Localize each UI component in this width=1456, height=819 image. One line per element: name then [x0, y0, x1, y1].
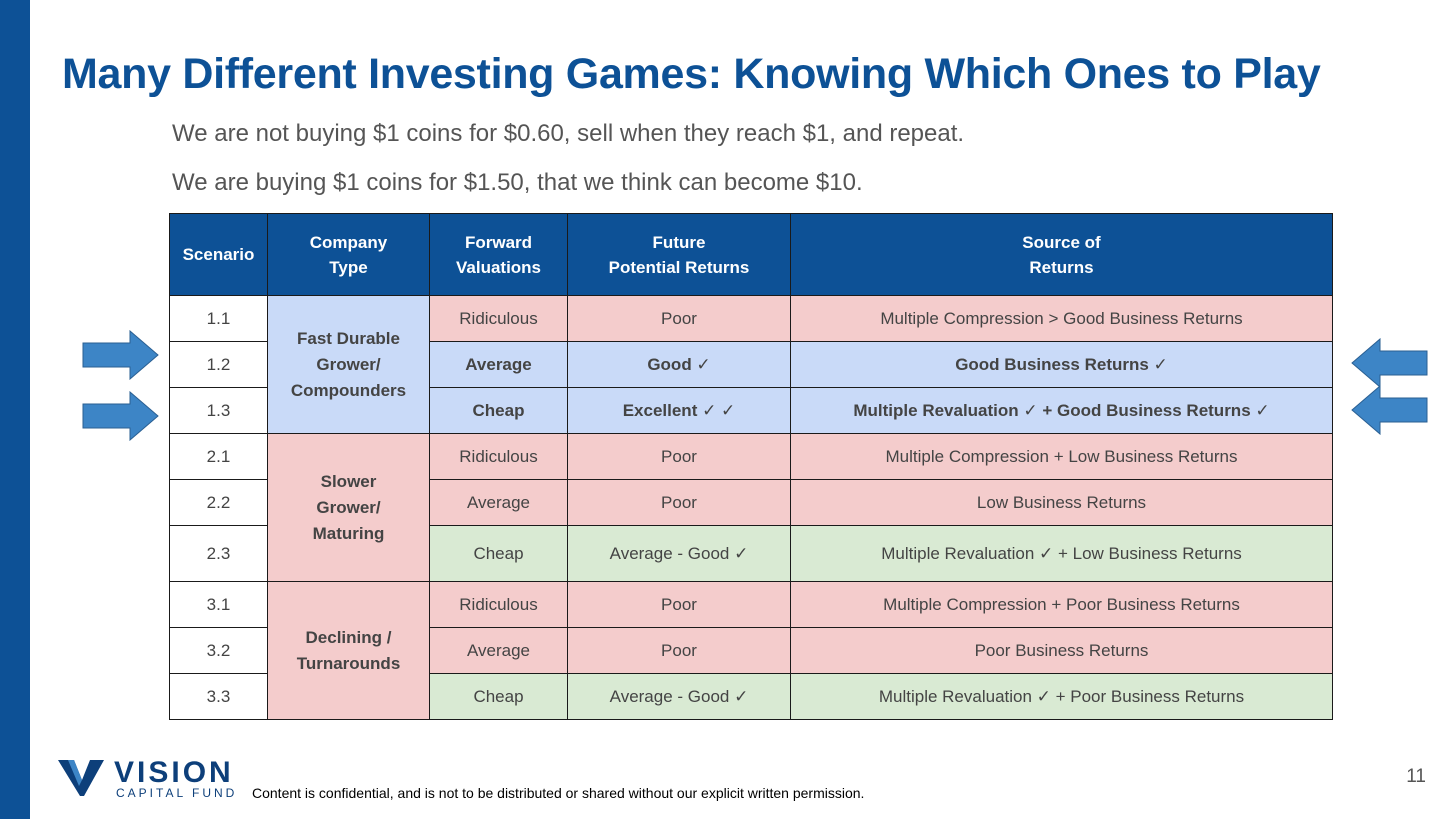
company-type-cell: Fast Durable Grower/Compounders	[267, 295, 430, 434]
scenario-cell: 1.1	[169, 295, 268, 342]
returns-cell: Average - Good ✓	[567, 525, 791, 582]
arrow-right-icon	[82, 330, 159, 380]
subtitle-line-1: We are not buying $1 coins for $0.60, se…	[172, 120, 965, 147]
company-type-cell: Declining / Turnarounds	[267, 581, 430, 720]
returns-cell: Poor	[567, 295, 791, 342]
scenario-cell: 2.1	[169, 433, 268, 480]
investing-scenarios-table: Scenario Company Type Forward Valuations F…	[169, 213, 1333, 720]
returns-cell: Poor	[567, 627, 791, 674]
subtitle-line-2: We are buying $1 coins for $1.50, that w…	[172, 169, 863, 196]
scenario-cell: 3.1	[169, 581, 268, 628]
returns-cell: Poor	[567, 433, 791, 480]
returns-cell: Excellent ✓ ✓	[567, 387, 791, 434]
valuation-cell: Ridiculous	[429, 295, 568, 342]
company-type-label: Slower Grower/Maturing	[312, 471, 385, 543]
header-source-of-returns-label: Source of Returns	[1022, 232, 1101, 277]
valuation-cell: Ridiculous	[429, 433, 568, 480]
confidentiality-footer: Content is confidential, and is not to b…	[252, 785, 865, 801]
header-forward-valuations-label: Forward Valuations	[455, 232, 542, 277]
source-cell: Multiple Revaluation ✓ + Low Business Re…	[790, 525, 1333, 582]
page-number: 11	[1406, 766, 1426, 787]
scenario-cell: 3.3	[169, 673, 268, 720]
logo-subtext: CAPITAL FUND	[116, 786, 238, 800]
slide-title: Many Different Investing Games: Knowing …	[62, 50, 1321, 98]
valuation-cell: Cheap	[429, 387, 568, 434]
source-cell: Multiple Compression + Low Business Retu…	[790, 433, 1333, 480]
source-cell: Good Business Returns ✓	[790, 341, 1333, 388]
table-row: 3.2 Average Poor Poor Business Returns	[169, 627, 1333, 674]
valuation-cell: Average	[429, 479, 568, 526]
scenario-cell: 1.2	[169, 341, 268, 388]
table-row: 2.3 Cheap Average - Good ✓ Multiple Reva…	[169, 525, 1333, 582]
table-row: 3.1 Declining / Turnarounds Ridiculous Po…	[169, 581, 1333, 720]
header-company-type-label: Company Type	[309, 232, 388, 277]
source-cell: Multiple Compression + Poor Business Ret…	[790, 581, 1333, 628]
table-row: 2.2 Average Poor Low Business Returns	[169, 479, 1333, 526]
valuation-cell: Average	[429, 341, 568, 388]
table-row: 3.3 Cheap Average - Good ✓ Multiple Reva…	[169, 673, 1333, 720]
header-scenario: Scenario	[169, 213, 268, 296]
scenario-cell: 2.2	[169, 479, 268, 526]
scenario-cell: 3.2	[169, 627, 268, 674]
table-row: 2.1 Slower Grower/Maturing Ridiculous Poo…	[169, 433, 1333, 582]
table-row: 1.3 Cheap Excellent ✓ ✓ Multiple Revalua…	[169, 387, 1333, 434]
scenario-cell: 1.3	[169, 387, 268, 434]
arrow-left-icon	[1351, 338, 1428, 388]
logo-wordmark: VISION	[114, 756, 234, 789]
returns-cell: Poor	[567, 581, 791, 628]
header-forward-valuations: Forward Valuations	[429, 213, 568, 296]
table-row: 1.2 Average Good ✓ Good Business Returns…	[169, 341, 1333, 388]
arrow-left-icon	[1351, 385, 1428, 435]
table-row: 1.1 Fast Durable Grower/Compounders Ridic…	[169, 295, 1333, 434]
source-cell: Low Business Returns	[790, 479, 1333, 526]
header-company-type: Company Type	[267, 213, 430, 296]
source-cell: Multiple Revaluation ✓ + Good Business R…	[790, 387, 1333, 434]
returns-cell: Good ✓	[567, 341, 791, 388]
company-type-label: Declining / Turnarounds	[296, 627, 401, 673]
vision-capital-logo: VISION CAPITAL FUND	[58, 756, 238, 800]
company-type-cell: Slower Grower/Maturing	[267, 433, 430, 582]
valuation-cell: Cheap	[429, 673, 568, 720]
source-cell: Poor Business Returns	[790, 627, 1333, 674]
table-header-row: Scenario Company Type Forward Valuations F…	[169, 213, 1333, 296]
valuation-cell: Cheap	[429, 525, 568, 582]
valuation-cell: Ridiculous	[429, 581, 568, 628]
valuation-cell: Average	[429, 627, 568, 674]
header-source-of-returns: Source of Returns	[790, 213, 1333, 296]
logo-v-mark-icon	[58, 760, 104, 796]
source-cell: Multiple Revaluation ✓ + Poor Business R…	[790, 673, 1333, 720]
header-future-returns: Future Potential Returns	[567, 213, 791, 296]
header-future-returns-label: Future Potential Returns	[608, 232, 750, 277]
returns-cell: Poor	[567, 479, 791, 526]
arrow-right-icon	[82, 391, 159, 441]
source-cell: Multiple Compression > Good Business Ret…	[790, 295, 1333, 342]
scenario-cell: 2.3	[169, 525, 268, 582]
left-accent-bar	[0, 0, 30, 819]
company-type-label: Fast Durable Grower/Compounders	[290, 328, 407, 400]
returns-cell: Average - Good ✓	[567, 673, 791, 720]
